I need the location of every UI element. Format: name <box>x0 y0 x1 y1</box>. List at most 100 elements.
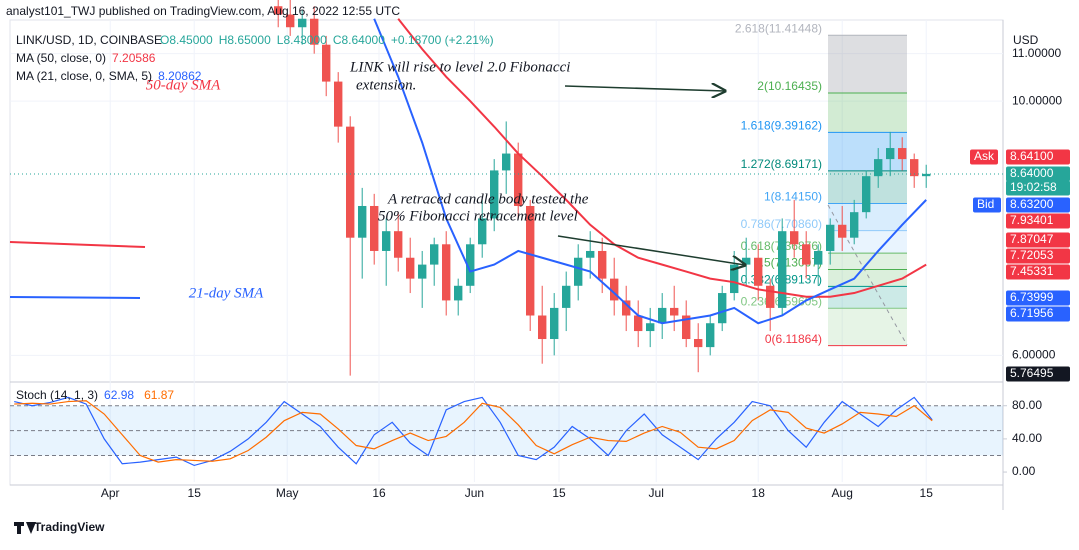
candle-body <box>910 159 919 177</box>
ma-value: 8.20862 <box>158 69 202 83</box>
annotation: 50% Fibonacci retracement level <box>378 208 578 224</box>
candle-body <box>802 244 811 265</box>
fib-band <box>828 92 907 133</box>
candle-body <box>766 285 775 308</box>
currency: USD <box>1013 33 1039 47</box>
candle-body <box>826 224 835 251</box>
stoch-legend: Stoch (14, 1, 3) <box>16 388 98 402</box>
y-tick-label: 6.00000 <box>1012 348 1056 362</box>
candle-body <box>754 257 763 286</box>
stoch-value: 61.87 <box>144 388 174 402</box>
stoch-line <box>14 396 933 467</box>
fib-band <box>828 132 907 171</box>
candle-body <box>874 159 883 177</box>
price-label: 7.72053 <box>1010 248 1054 262</box>
candle-body <box>814 250 823 265</box>
candle-body <box>502 153 511 171</box>
candle-body <box>646 323 655 332</box>
candle-body <box>430 244 439 265</box>
fib-band <box>828 230 907 254</box>
candle-body <box>478 218 487 245</box>
price-label: Bid <box>977 197 994 211</box>
ohlc-value: O8.45000 <box>160 33 213 47</box>
price-label-bg <box>1006 197 1070 213</box>
candle-body <box>562 285 571 308</box>
logo <box>14 522 36 534</box>
fib-label: 1.272(8.69171) <box>741 157 822 171</box>
ma-line <box>373 18 927 325</box>
price-label-bg <box>973 197 1001 213</box>
price-label: 8.64000 <box>1010 166 1054 180</box>
price-label-bg <box>1006 248 1070 264</box>
candle-body <box>586 250 595 258</box>
candle-body <box>274 6 283 15</box>
candle-body <box>778 231 787 308</box>
candle-body <box>850 212 859 238</box>
candle-body <box>394 231 403 258</box>
candle-body <box>370 205 379 251</box>
y-tick-label: 10.00000 <box>1012 93 1062 107</box>
candle-body <box>682 315 691 340</box>
candle-body <box>622 300 631 316</box>
fib-band <box>828 286 907 309</box>
candle-body <box>694 339 703 348</box>
candle-body <box>598 250 607 279</box>
price-label-bg <box>1006 213 1070 229</box>
price-label: 7.93401 <box>1010 213 1054 227</box>
candle-body <box>898 148 907 160</box>
annotation: LINK will rise to level 2.0 Fibonacci <box>349 59 570 75</box>
candle-body <box>658 307 667 324</box>
arrow <box>557 235 745 265</box>
candle-body <box>418 264 427 279</box>
legend-line <box>9 241 146 248</box>
price-label-bg <box>1006 306 1070 322</box>
ma-line <box>397 18 927 298</box>
candle-body <box>442 244 451 301</box>
candle-body <box>610 278 619 301</box>
stoch-line <box>14 400 933 463</box>
x-tick-label: Apr <box>101 486 120 500</box>
x-tick-label: 18 <box>752 486 766 500</box>
candle-body <box>922 173 931 177</box>
x-tick-label: 15 <box>920 486 934 500</box>
ohlc-value: H8.65000 <box>219 33 271 47</box>
published: analyst101_TWJ published on TradingView.… <box>6 4 400 18</box>
candle-body <box>334 81 343 127</box>
fib-label: 0(6.11864) <box>765 332 822 346</box>
annotation: 21-day SMA <box>189 285 264 301</box>
annotation: extension. <box>356 77 416 93</box>
x-tick-label: 16 <box>372 486 386 500</box>
fib-band <box>828 253 907 270</box>
ohlc-value: C8.64000 <box>333 33 385 47</box>
price-label: 7.87047 <box>1010 232 1054 246</box>
candle-body <box>406 257 415 279</box>
price-label: Ask <box>974 149 995 163</box>
candle-body <box>538 315 547 340</box>
price-label-bg <box>970 149 998 165</box>
fib-band <box>828 35 907 93</box>
price-label-bg <box>1006 290 1070 306</box>
price-label: 8.63200 <box>1010 197 1054 211</box>
x-tick-label: 15 <box>188 486 202 500</box>
candle-body <box>298 18 307 28</box>
y-tick-label: 40.00 <box>1012 431 1042 445</box>
x-tick-label: May <box>276 486 299 500</box>
candle-body <box>634 315 643 332</box>
candle-body <box>346 126 355 238</box>
price-label-bg <box>1006 166 1070 182</box>
price-label: 6.71956 <box>1010 306 1054 320</box>
fib-label: 2(10.16435) <box>757 79 822 93</box>
price-label-bg <box>1006 366 1070 382</box>
fib-label: 1(8.14150) <box>764 190 822 204</box>
annotation: 50-day SMA <box>146 77 221 93</box>
fib-band <box>828 269 907 287</box>
price-label: 7.45331 <box>1010 264 1054 278</box>
price-label: 5.76495 <box>1010 366 1054 380</box>
candle-body <box>670 307 679 316</box>
price-label: 8.64100 <box>1010 149 1054 163</box>
candle-body <box>886 148 895 160</box>
candle-body <box>742 257 751 265</box>
x-tick-label: Jun <box>465 486 484 500</box>
ma-legend: MA (21, close, 0, SMA, 5) <box>16 69 152 83</box>
